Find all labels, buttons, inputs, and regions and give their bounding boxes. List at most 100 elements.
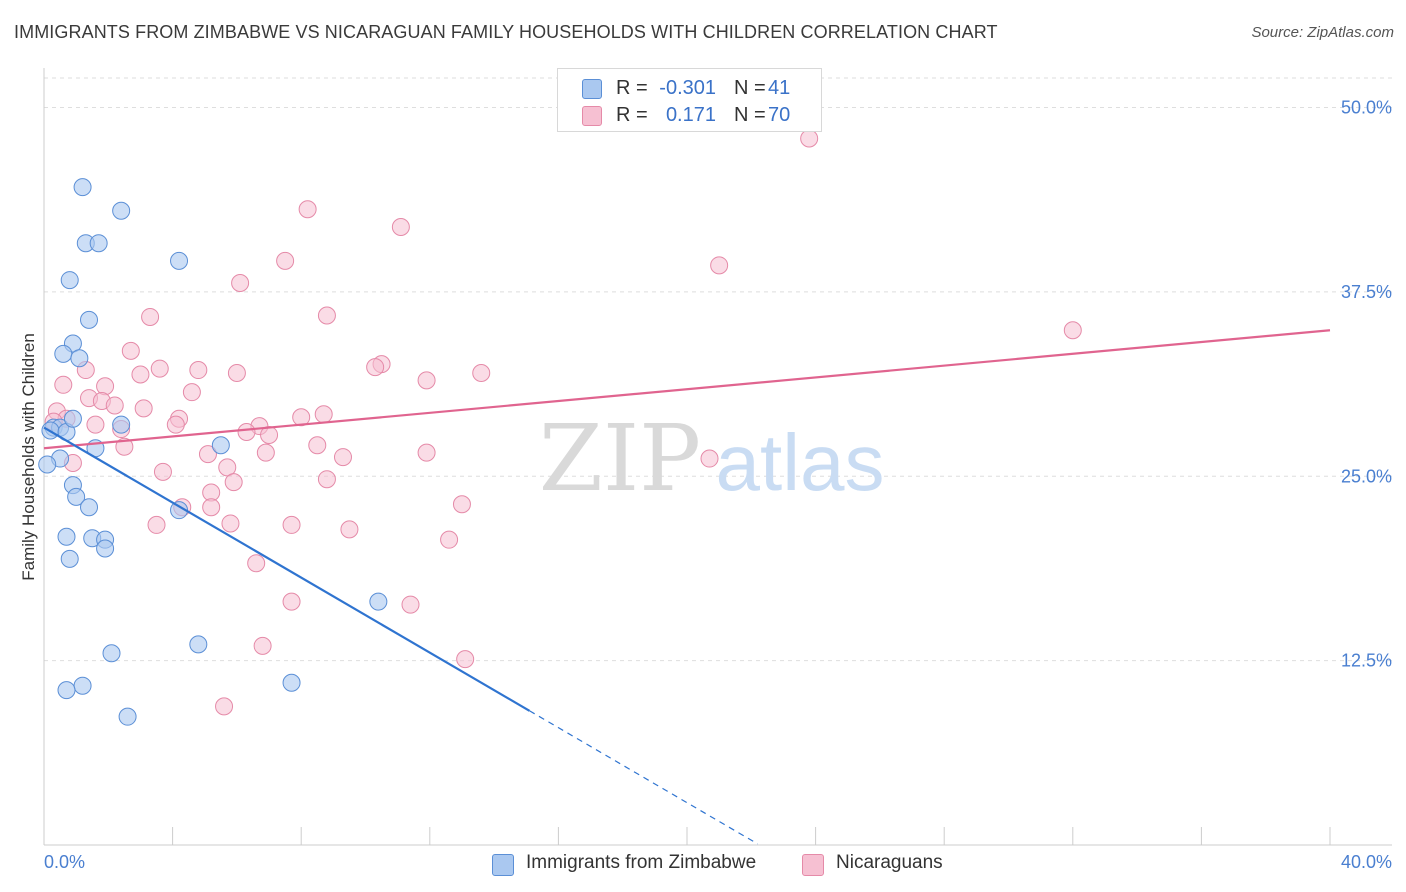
y-tick-label: 37.5% xyxy=(1341,282,1392,302)
nicaraguans-point xyxy=(417,371,436,390)
nicaraguans-point xyxy=(253,636,272,655)
zimbabwe-point xyxy=(73,178,92,197)
zimbabwe-point xyxy=(60,271,79,290)
zimbabwe-point xyxy=(112,201,131,220)
nicaraguans-point xyxy=(215,697,234,716)
nicaraguans-point xyxy=(472,364,491,382)
nicaraguans-point xyxy=(86,415,105,434)
legend-swatch-blue xyxy=(492,854,514,876)
nicaraguans-point xyxy=(224,473,243,492)
nicaraguans-point xyxy=(401,595,420,614)
zimbabwe-point xyxy=(112,415,131,434)
legend-n-value: 70 xyxy=(768,104,791,126)
zimbabwe-point xyxy=(38,455,57,474)
zimbabwe-point xyxy=(189,635,208,654)
nicaraguans-point xyxy=(1063,321,1082,340)
legend-r-value: -0.301 xyxy=(659,77,716,99)
y-tick-label: 50.0% xyxy=(1341,98,1392,118)
source-credit: Source: ZipAtlas.com xyxy=(1251,24,1394,41)
nicaraguans-point xyxy=(456,650,475,669)
nicaraguans-point xyxy=(134,399,153,418)
nicaraguans-point xyxy=(198,445,217,464)
y-tick-label: 25.0% xyxy=(1341,466,1392,486)
nicaraguans-point xyxy=(260,425,279,444)
nicaraguans-point xyxy=(221,514,240,533)
legend-n-label: N = xyxy=(734,77,766,99)
nicaraguans-point xyxy=(153,462,172,481)
legend-swatch-pink xyxy=(582,106,602,126)
nicaraguans-point xyxy=(115,437,134,456)
nicaraguans-point xyxy=(231,274,250,293)
nicaraguans-point xyxy=(282,515,301,534)
zimbabwe-point xyxy=(96,539,115,558)
zimbabwe-trend-line xyxy=(43,426,531,712)
gridlines xyxy=(44,77,1392,662)
chart-title: IMMIGRANTS FROM ZIMBABWE VS NICARAGUAN F… xyxy=(14,22,998,42)
nicaraguans-point xyxy=(189,361,208,380)
zimbabwe-point xyxy=(89,234,108,253)
legend-swatch-blue xyxy=(582,79,602,99)
zimbabwe-point xyxy=(54,344,73,363)
nicaraguans-point xyxy=(391,217,410,236)
zimbabwe-point xyxy=(80,498,99,517)
nicaraguans-point xyxy=(247,554,266,573)
zimbabwe-point xyxy=(102,644,121,663)
nicaraguans-point xyxy=(150,359,169,378)
nicaraguans-point xyxy=(440,530,459,549)
zimbabwe-point xyxy=(211,436,230,455)
nicaraguans-point xyxy=(700,449,719,468)
legend-label-nicaraguans: Nicaraguans xyxy=(836,852,943,873)
zimbabwe-points xyxy=(38,178,388,726)
nicaraguans-point xyxy=(147,515,166,534)
y-tick-label: 12.5% xyxy=(1341,651,1392,671)
legend-r-label: R = xyxy=(616,104,648,126)
stats-legend: R = -0.301 N = 41 R = 0.171 N = 70 xyxy=(557,68,822,132)
watermark-atlas: atlas xyxy=(716,418,885,507)
nicaraguans-trend-line xyxy=(43,329,1331,450)
legend-r-value: 0.171 xyxy=(665,104,716,126)
nicaraguans-point xyxy=(340,520,359,539)
zimbabwe-point xyxy=(70,349,89,368)
nicaraguans-point xyxy=(202,498,221,517)
nicaraguans-point xyxy=(333,448,352,467)
zimbabwe-trend-extension xyxy=(529,710,759,845)
watermark: ZIP atlas xyxy=(539,405,885,512)
nicaraguans-point xyxy=(366,358,385,377)
nicaraguans-point xyxy=(166,415,185,434)
nicaraguans-point xyxy=(317,470,336,489)
nicaraguans-point xyxy=(710,256,729,275)
nicaraguans-point xyxy=(131,365,150,384)
watermark-zip: ZIP xyxy=(539,405,701,512)
trend-lines xyxy=(43,329,1331,845)
zimbabwe-point xyxy=(73,676,92,695)
nicaraguans-point xyxy=(276,251,295,270)
zimbabwe-point xyxy=(80,310,99,329)
nicaraguans-point xyxy=(282,592,301,611)
nicaraguans-point xyxy=(800,129,819,148)
zimbabwe-point xyxy=(369,592,388,611)
zimbabwe-point xyxy=(67,487,86,506)
legend-n-label: N = xyxy=(734,104,766,126)
tick-labels: 12.5% 25.0% 37.5% 50.0% 0.0% 40.0% xyxy=(44,98,1392,873)
y-axis-label: Family Households with Children xyxy=(19,333,38,581)
nicaraguans-point xyxy=(182,383,201,402)
nicaraguans-point xyxy=(121,341,140,360)
nicaraguans-point xyxy=(105,396,124,415)
nicaraguans-points xyxy=(44,129,1082,716)
series-legend: Immigrants from Zimbabwe Nicaraguans xyxy=(0,852,1406,878)
legend-r-label: R = xyxy=(616,77,648,99)
nicaraguans-point xyxy=(237,423,256,441)
nicaraguans-point xyxy=(314,405,333,424)
nicaraguans-point xyxy=(141,307,160,326)
nicaraguans-point xyxy=(298,200,317,219)
legend-n-value: 41 xyxy=(768,77,791,99)
zimbabwe-point xyxy=(63,409,82,428)
nicaraguans-point xyxy=(308,436,327,455)
nicaraguans-point xyxy=(96,377,115,396)
nicaraguans-point xyxy=(317,306,336,325)
nicaraguans-point xyxy=(54,375,73,394)
nicaraguans-point xyxy=(292,408,311,427)
zimbabwe-point xyxy=(57,527,76,546)
legend-label-zimbabwe: Immigrants from Zimbabwe xyxy=(526,852,757,873)
nicaraguans-point xyxy=(417,443,436,462)
